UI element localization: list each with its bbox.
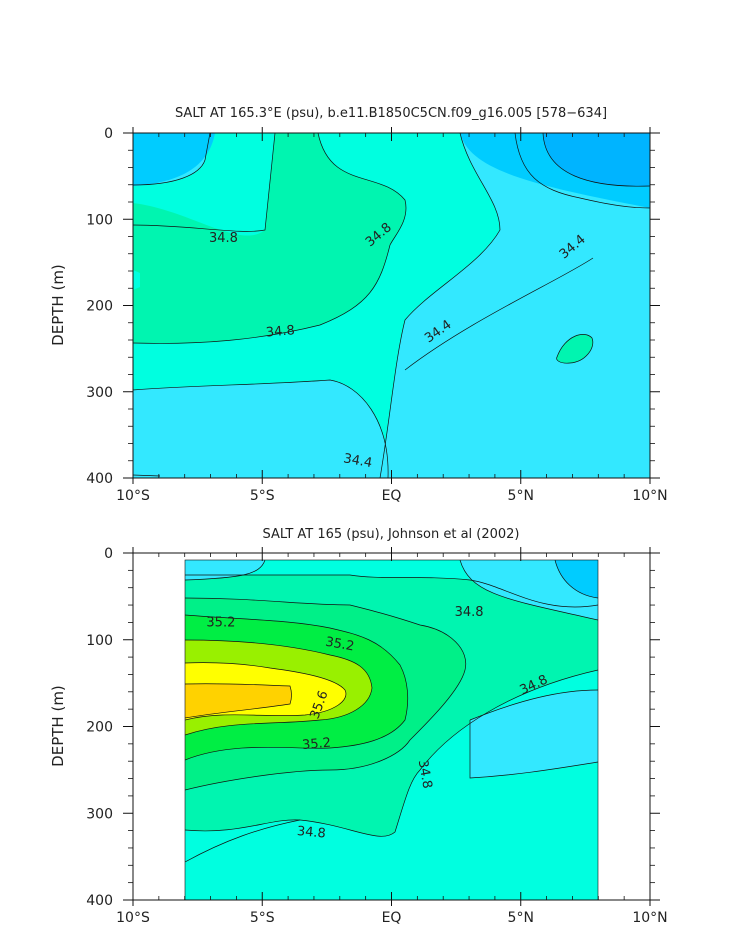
bottom-ytick-label-0: 0 <box>104 546 113 562</box>
top-contour-b <box>133 133 276 232</box>
bottom-contour-label-4: 34.8 <box>455 605 484 620</box>
bottom-ytick-label-2: 200 <box>86 720 113 736</box>
bottom-contour-h <box>185 574 598 608</box>
top-fill-small-blob <box>556 334 594 364</box>
bottom-xtick-label-4: 10°N <box>632 910 667 926</box>
bottom-xtick-label-3: 5°N <box>508 910 534 926</box>
bottom-contour-i <box>459 560 598 621</box>
bottom-ylabel: DEPTH (m) <box>49 685 67 767</box>
top-xtick-label-0: 10°S <box>116 488 150 504</box>
top-xtick-label-2: EQ <box>382 488 402 504</box>
top-ylabel: DEPTH (m) <box>49 264 67 346</box>
bottom-ytick-label-4: 400 <box>86 893 113 909</box>
bottom-contour-f <box>185 683 292 719</box>
bottom-contour-g <box>185 669 598 837</box>
top-xtick-label-1: 5°S <box>250 488 275 504</box>
top-ytick-label-0: 0 <box>104 126 113 142</box>
top-ytick-label-1: 100 <box>86 212 113 228</box>
top-contour-a <box>133 133 211 186</box>
top-contour-c <box>133 133 407 344</box>
bottom-fill-34.2 <box>555 560 598 598</box>
bottom-fill-35.8 <box>185 683 292 718</box>
bottom-xtick-label-1: 5°S <box>250 910 275 926</box>
top-contour-e <box>514 133 650 209</box>
top-ticks <box>123 127 660 484</box>
bottom-contour-l <box>469 720 598 779</box>
top-xtick-label-3: 5°N <box>508 488 534 504</box>
bottom-contour-j <box>554 560 598 599</box>
top-plot-area <box>133 133 650 478</box>
top-contour-h <box>133 379 389 478</box>
bottom-tick-labels: 10°S 5°S EQ 5°N 10°N 0 100 200 300 400 <box>86 546 667 926</box>
bottom-contour-e <box>185 662 347 721</box>
top-contour-f <box>542 133 650 187</box>
bottom-ytick-label-1: 100 <box>86 633 113 649</box>
bottom-contour-c <box>185 614 409 761</box>
top-contour-label-0: 34.8 <box>209 231 238 246</box>
bottom-xtick-label-0: 10°S <box>116 910 150 926</box>
bottom-title: SALT AT 165 (psu), Johnson et al (2002) <box>262 527 519 542</box>
bottom-contour-label-1: 35.2 <box>324 635 355 655</box>
bottom-contour-k <box>469 689 598 721</box>
bottom-fill-34.4-right <box>470 690 598 778</box>
top-panel: SALT AT 165.3°E (psu), b.e11.B1850C5CN.f… <box>49 106 668 504</box>
bottom-contour-label-6: 34.8 <box>415 759 435 790</box>
bottom-xtick-label-2: EQ <box>382 910 402 926</box>
bottom-contour-label-0: 35.2 <box>206 615 235 630</box>
top-contour-d <box>379 133 501 478</box>
top-fill-34.4-lower <box>133 380 389 478</box>
bottom-panel: SALT AT 165 (psu), Johnson et al (2002) <box>49 527 668 926</box>
bottom-contour-label-7: 34.8 <box>296 824 326 841</box>
bottom-contour-d <box>185 639 373 736</box>
bottom-contour-b <box>185 597 467 791</box>
top-fill-34.2-left <box>133 133 215 186</box>
top-title: SALT AT 165.3°E (psu), b.e11.B1850C5CN.f… <box>175 106 607 121</box>
bottom-ticks <box>123 547 660 906</box>
top-contour-label-2: 34.8 <box>265 323 295 340</box>
top-fill-edge <box>133 270 140 290</box>
top-ytick-label-2: 200 <box>86 299 113 315</box>
top-contour-label-5: 34.4 <box>342 451 373 471</box>
top-contour-g <box>404 257 594 371</box>
top-fill-34.0 <box>543 133 650 187</box>
top-fill-34.8 <box>133 133 407 344</box>
top-contour-i <box>133 474 161 477</box>
bottom-contour-label-3: 35.2 <box>302 736 332 753</box>
bottom-plot-area <box>185 560 598 900</box>
top-ytick-label-3: 300 <box>86 385 113 401</box>
bottom-contour-m <box>185 819 301 863</box>
top-xtick-label-4: 10°N <box>632 488 667 504</box>
top-ytick-label-4: 400 <box>86 471 113 487</box>
top-tick-labels: 10°S 5°S EQ 5°N 10°N 0 100 200 300 400 <box>86 126 667 504</box>
bottom-ytick-label-3: 300 <box>86 806 113 822</box>
